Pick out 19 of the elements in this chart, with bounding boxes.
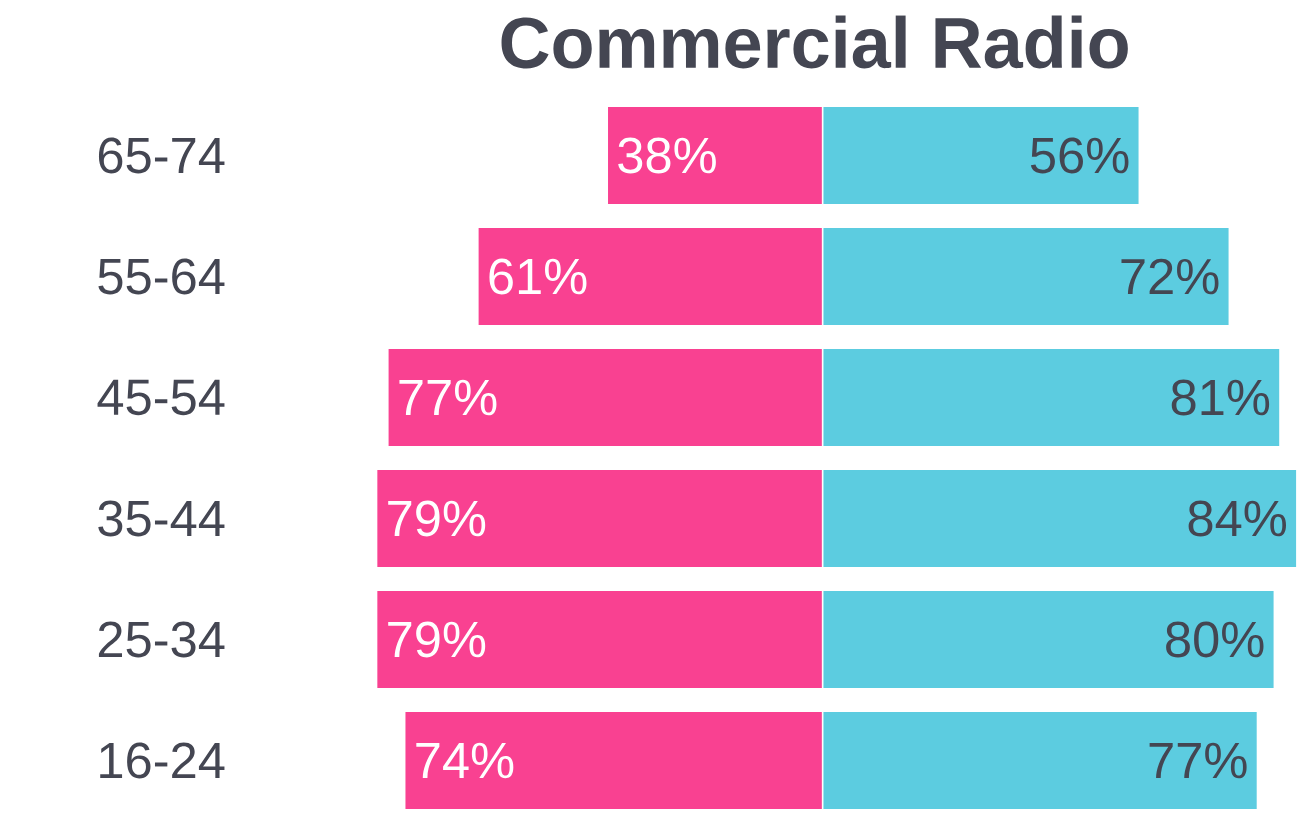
data-label: 77% — [1149, 742, 1247, 779]
data-label: 80% — [1166, 621, 1264, 658]
data-label: 74% — [416, 742, 514, 779]
data-label: 72% — [1121, 258, 1219, 295]
data-label: 38% — [618, 137, 716, 174]
y-tick-label: 35-44 — [98, 500, 225, 537]
chart-title: Commercial Radio — [501, 15, 1128, 69]
y-tick-label: 45-54 — [97, 379, 225, 416]
data-label: 79% — [388, 621, 486, 658]
data-label: 79% — [388, 500, 486, 537]
y-tick-label: 55-64 — [98, 258, 225, 295]
y-tick-label: 16-24 — [100, 742, 225, 779]
data-label: 84% — [1188, 500, 1286, 537]
y-tick-label: 65-74 — [98, 137, 225, 174]
y-tick-label: 25-34 — [98, 621, 225, 658]
data-label: 56% — [1030, 137, 1129, 174]
data-label: 81% — [1171, 379, 1270, 416]
data-label: 77% — [399, 379, 497, 416]
data-label: 61% — [489, 258, 587, 295]
